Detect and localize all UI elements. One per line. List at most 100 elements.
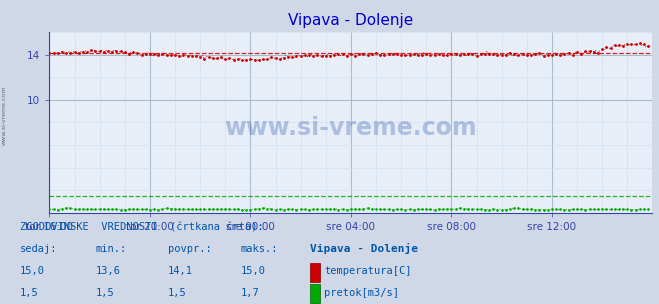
Point: [153, 207, 163, 212]
Point: [165, 206, 176, 211]
Point: [258, 57, 268, 62]
Point: [212, 207, 222, 212]
Point: [274, 207, 285, 212]
Point: [325, 207, 335, 212]
Point: [505, 206, 515, 211]
Point: [128, 207, 138, 212]
Point: [362, 53, 373, 57]
Point: [170, 53, 181, 58]
Point: [371, 207, 382, 212]
Point: [547, 207, 558, 212]
Text: 13,6: 13,6: [96, 266, 121, 276]
Point: [107, 49, 117, 54]
Point: [333, 52, 343, 57]
Point: [337, 207, 348, 212]
Point: [592, 50, 603, 55]
Point: [316, 54, 327, 59]
Point: [316, 207, 327, 212]
Point: [300, 52, 310, 57]
Point: [635, 41, 645, 46]
Point: [304, 53, 314, 58]
Point: [124, 207, 134, 212]
Point: [279, 55, 289, 60]
Point: [48, 50, 59, 55]
Point: [459, 52, 469, 57]
Point: [224, 207, 235, 212]
Point: [287, 207, 298, 212]
Point: [274, 57, 285, 62]
Point: [111, 207, 122, 212]
Point: [480, 52, 490, 57]
Point: [224, 56, 235, 61]
Point: [592, 207, 603, 212]
Point: [337, 52, 348, 57]
Point: [559, 52, 570, 57]
Point: [346, 207, 357, 212]
Point: [186, 53, 197, 58]
Point: [354, 207, 364, 212]
Point: [161, 53, 172, 58]
Point: [107, 207, 117, 212]
Point: [245, 57, 256, 62]
Point: [308, 54, 318, 59]
Point: [434, 207, 444, 212]
Point: [580, 49, 590, 54]
Point: [48, 207, 59, 212]
Point: [73, 207, 84, 212]
Point: [119, 207, 130, 212]
Point: [291, 207, 302, 212]
Point: [124, 51, 134, 56]
Point: [400, 53, 411, 58]
Point: [387, 51, 398, 56]
Text: 14,1: 14,1: [168, 266, 193, 276]
Point: [73, 50, 84, 55]
Point: [635, 207, 645, 212]
Point: [610, 207, 620, 212]
Point: [488, 51, 499, 56]
Point: [626, 207, 637, 212]
Point: [208, 55, 218, 60]
Point: [580, 207, 590, 212]
Point: [438, 53, 448, 58]
Point: [601, 44, 612, 49]
Text: 1,7: 1,7: [241, 288, 259, 298]
Point: [618, 207, 629, 212]
Text: sedaj:: sedaj:: [20, 244, 57, 254]
Point: [69, 207, 80, 212]
Point: [149, 52, 159, 57]
Point: [203, 55, 214, 60]
Point: [312, 53, 323, 58]
Point: [467, 207, 478, 212]
Point: [618, 43, 629, 48]
Point: [455, 53, 465, 58]
Point: [212, 56, 222, 60]
Point: [425, 53, 436, 58]
Point: [597, 47, 608, 52]
Point: [409, 52, 419, 57]
Point: [442, 53, 453, 57]
Point: [459, 206, 469, 211]
Point: [165, 52, 176, 57]
Point: [530, 52, 540, 57]
Point: [496, 53, 507, 57]
Point: [262, 57, 272, 61]
Point: [245, 207, 256, 212]
Point: [576, 207, 587, 212]
Point: [434, 52, 444, 57]
Point: [384, 51, 394, 56]
Point: [178, 207, 188, 212]
Point: [237, 207, 247, 212]
Point: [254, 58, 264, 63]
Point: [563, 50, 574, 55]
Text: min.:: min.:: [96, 244, 127, 254]
Point: [521, 53, 532, 57]
Point: [563, 207, 574, 212]
Point: [283, 55, 293, 60]
Point: [312, 207, 323, 212]
Point: [366, 52, 377, 57]
Point: [53, 207, 63, 212]
Point: [475, 52, 486, 57]
Point: [94, 207, 105, 212]
Point: [325, 53, 335, 58]
Point: [622, 42, 633, 47]
